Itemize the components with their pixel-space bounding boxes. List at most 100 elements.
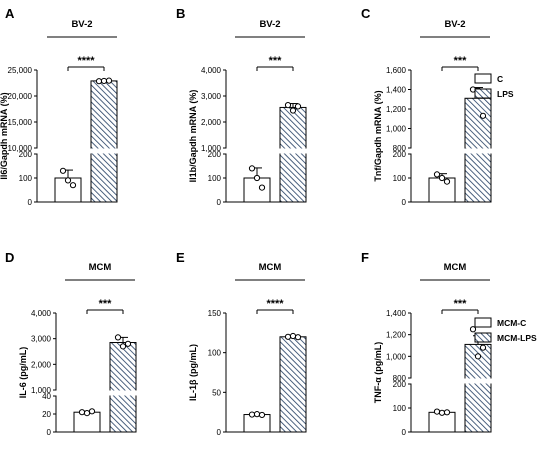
data-point	[105, 77, 113, 84]
data-point	[253, 174, 261, 182]
data-point	[294, 334, 302, 341]
data-point	[248, 411, 256, 418]
data-point	[284, 333, 292, 340]
y-axis-title: Il1b/Gapdh mRNA (%)	[188, 90, 198, 183]
y-tick-label: 0	[217, 428, 222, 437]
y-tick-label: 0	[402, 198, 407, 207]
y-tick-label: 4,000	[201, 66, 222, 75]
data-point	[59, 167, 67, 174]
y-tick-label: 1,000	[386, 125, 407, 134]
bar-break-gap	[279, 148, 307, 154]
y-tick-label: 800	[393, 144, 407, 153]
bar-control	[243, 177, 271, 203]
y-tick-label: 20,000	[8, 92, 33, 101]
y-tick-label: 200	[19, 150, 33, 159]
panel-letter: B	[176, 6, 185, 21]
bar-break-gap	[90, 148, 118, 154]
significance-label: ***	[454, 55, 468, 67]
data-point	[83, 410, 91, 417]
data-point	[100, 77, 108, 85]
data-point	[78, 409, 86, 416]
panel-c: 800 1,000 1,200 1,400 1,600 0 100 200 *** BV-2 C Tn…	[361, 6, 492, 207]
y-tick-label: 15,000	[8, 118, 33, 127]
y-tick-label: 25,000	[8, 66, 33, 75]
data-point	[69, 182, 77, 189]
data-point	[443, 178, 451, 185]
bar-treated	[279, 106, 307, 203]
y-tick-label: 3,000	[31, 335, 52, 344]
y-tick-label: 1,000	[386, 352, 407, 361]
bar-treated	[279, 336, 307, 433]
y-tick-label: 100	[208, 349, 222, 358]
y-tick-label: 1,200	[386, 331, 407, 340]
axis-break-gap	[53, 390, 59, 396]
data-point	[88, 408, 96, 415]
significance-label: ****	[77, 55, 95, 67]
bar-break-gap	[464, 148, 492, 154]
axis-break-gap	[223, 148, 229, 154]
y-tick-label: 100	[19, 174, 33, 183]
y-axis-title: IL-6 (pg/mL)	[18, 347, 28, 399]
legend-swatch	[474, 332, 492, 343]
data-point	[438, 409, 446, 416]
data-point	[438, 174, 446, 182]
bar-treated	[90, 80, 118, 203]
data-point	[248, 165, 256, 172]
y-tick-label: 50	[212, 388, 221, 397]
significance-label: ***	[269, 55, 283, 67]
panel-e: 0 50 100 150 **** MCM E IL-1β (pg/mL)	[176, 250, 307, 437]
y-tick-label: 0	[47, 428, 52, 437]
y-tick-label: 100	[208, 174, 222, 183]
data-point	[289, 107, 297, 114]
legend-swatch	[474, 317, 492, 328]
data-point	[64, 177, 72, 184]
y-axis-title: TNF-α (pg/mL)	[373, 342, 383, 404]
y-tick-label: 100	[393, 174, 407, 183]
panel-letter: A	[5, 6, 15, 21]
panel-b: 1,000 2,000 3,000 4,000 0 100 200 *** BV-2 B Il1b/…	[176, 6, 307, 207]
y-tick-label: 2,000	[201, 118, 222, 127]
axis-break-gap	[408, 378, 414, 384]
group-label: MCM	[444, 262, 467, 273]
data-point	[119, 343, 127, 350]
y-tick-label: 1,200	[386, 105, 407, 114]
data-point	[95, 78, 103, 85]
y-tick-label: 1,400	[386, 309, 407, 318]
data-point	[479, 112, 487, 119]
data-point	[479, 344, 487, 351]
y-tick-label: 800	[393, 374, 407, 383]
group-label: MCM	[89, 262, 112, 273]
panel-a: 10,000 15,000 20,000 25,000 0 100 200 **** BV-2 A…	[0, 6, 118, 207]
legend-label: MCM-C	[497, 318, 526, 328]
data-point	[289, 332, 297, 340]
significance-label: ***	[454, 298, 468, 310]
y-tick-label: 150	[208, 309, 222, 318]
group-label: BV-2	[259, 19, 280, 30]
bar-break-gap	[109, 390, 137, 396]
data-point	[474, 353, 482, 360]
data-point	[433, 171, 441, 178]
panel-f: 800 1,000 1,200 1,400 0 100 200 *** MCM F TNF-α (p…	[361, 250, 492, 437]
y-tick-label: 0	[217, 198, 222, 207]
y-tick-label: 0	[28, 198, 33, 207]
y-tick-label: 200	[393, 150, 407, 159]
data-point	[124, 340, 132, 347]
panel-letter: F	[361, 250, 369, 265]
y-tick-label: 1,000	[201, 144, 222, 153]
legend-label: MCM-LPS	[497, 333, 537, 343]
axis-break-gap	[408, 148, 414, 154]
panel-letter: E	[176, 250, 185, 265]
panel-d: 1,000 2,000 3,000 4,000 0 20 40 *** MCM D IL-6 (pg…	[5, 250, 137, 437]
data-point	[258, 184, 266, 191]
data-point	[284, 102, 292, 109]
y-tick-label: 1,600	[386, 66, 407, 75]
bar-control	[428, 177, 456, 203]
significance-label: ****	[266, 298, 284, 310]
legend-label: C	[497, 74, 503, 84]
data-point	[258, 411, 266, 419]
y-tick-label: 40	[42, 392, 51, 401]
y-tick-label: 20	[42, 410, 51, 419]
data-point	[114, 334, 122, 341]
y-tick-label: 1,400	[386, 86, 407, 95]
group-label: BV-2	[444, 19, 465, 30]
